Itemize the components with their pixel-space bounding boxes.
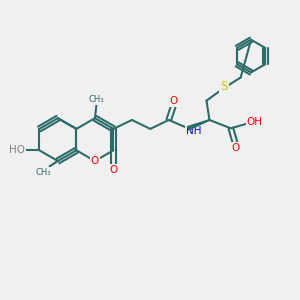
Text: O: O xyxy=(169,96,177,106)
Text: O: O xyxy=(231,143,239,153)
Text: O: O xyxy=(91,156,99,166)
Text: S: S xyxy=(220,80,228,93)
Text: CH₃: CH₃ xyxy=(36,168,51,177)
Text: NH: NH xyxy=(186,126,201,136)
Text: CH₃: CH₃ xyxy=(89,95,104,104)
Polygon shape xyxy=(188,120,209,130)
Text: OH: OH xyxy=(247,117,262,128)
Text: HO: HO xyxy=(9,145,25,155)
Text: O: O xyxy=(109,165,118,175)
